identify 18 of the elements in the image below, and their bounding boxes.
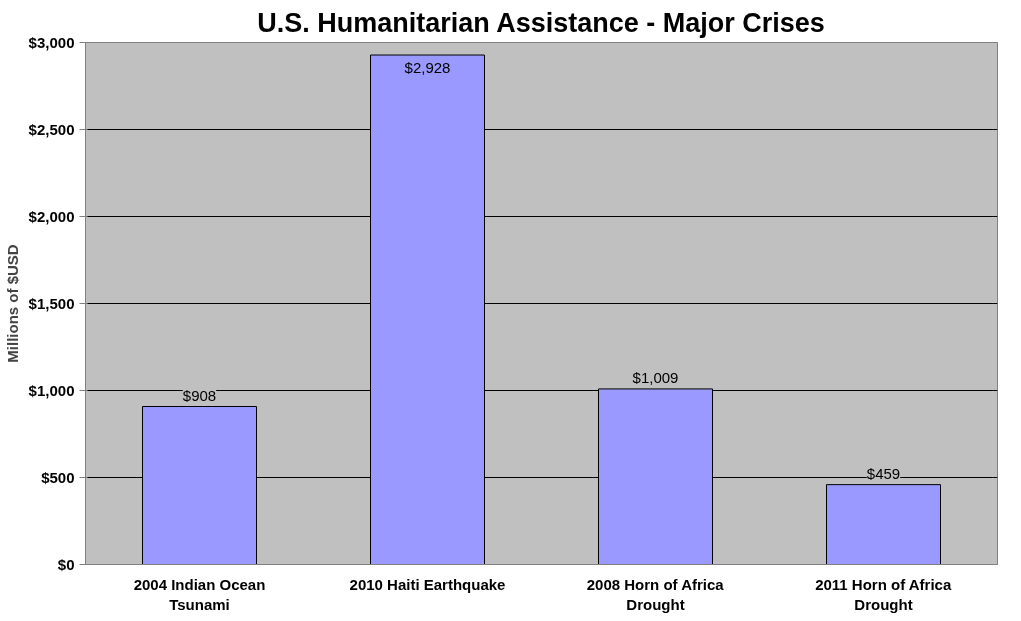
- y-tick-label: $1,000: [28, 382, 75, 399]
- chart-title: U.S. Humanitarian Assistance - Major Crises: [257, 7, 825, 38]
- bar: [826, 484, 941, 565]
- y-tick-label: $2,500: [28, 121, 75, 138]
- y-tick-label: $0: [57, 556, 75, 573]
- y-axis-title: Millions of $USD: [3, 244, 21, 363]
- data-label: $1,009: [632, 368, 679, 386]
- y-tick-label: $2,000: [28, 208, 75, 225]
- x-tick-label: 2011 Horn of Africa Drought: [815, 575, 952, 613]
- x-tick-label: 2008 Horn of Africa Drought: [586, 575, 725, 613]
- y-tick-label: $500: [41, 469, 75, 486]
- x-tick-label: 2004 Indian Ocean Tsunami: [133, 575, 266, 613]
- data-label: $459: [866, 464, 901, 482]
- x-tick-label: 2010 Haiti Earthquake: [349, 575, 506, 593]
- data-label: $2,928: [404, 59, 451, 77]
- y-tick-label: $1,500: [28, 295, 75, 312]
- data-label: $908: [182, 386, 217, 404]
- y-tick-label: $3,000: [28, 34, 75, 51]
